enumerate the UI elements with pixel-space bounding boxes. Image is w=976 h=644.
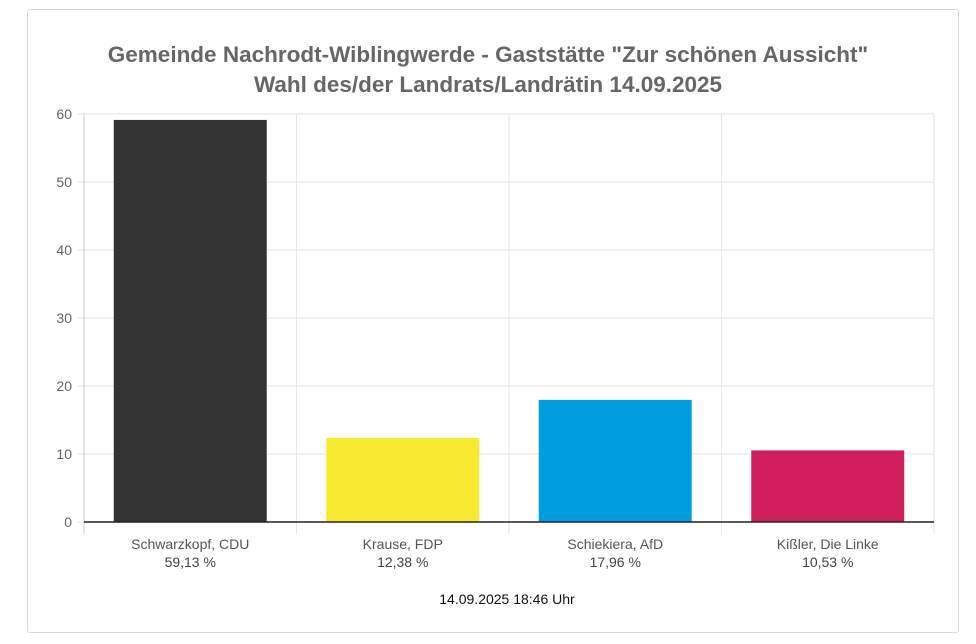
- x-value-label: 10,53 %: [802, 554, 853, 570]
- bar: [113, 119, 267, 522]
- chart-title-line-2: Wahl des/der Landrats/Landrätin 14.09.20…: [253, 72, 723, 97]
- y-tick-label: 40: [56, 242, 72, 258]
- chart-title: Gemeinde Nachrodt-Wiblingwerde - Gaststä…: [0, 40, 976, 100]
- x-value-label: 59,13 %: [165, 554, 216, 570]
- y-tick-label: 20: [56, 378, 72, 394]
- bar: [326, 437, 480, 522]
- y-tick-label: 50: [56, 174, 72, 190]
- y-tick-label: 10: [56, 446, 72, 462]
- x-category-label: Kißler, Die Linke: [777, 536, 879, 552]
- x-category-label: Krause, FDP: [363, 536, 443, 552]
- y-tick-label: 0: [64, 514, 72, 530]
- x-category-label: Schwarzkopf, CDU: [131, 536, 249, 552]
- bar: [538, 399, 692, 522]
- y-tick-label: 60: [56, 106, 72, 122]
- x-value-label: 12,38 %: [377, 554, 428, 570]
- chart-title-line-1: Gemeinde Nachrodt-Wiblingwerde - Gaststä…: [107, 42, 869, 67]
- bar: [751, 450, 905, 522]
- x-value-label: 17,96 %: [590, 554, 641, 570]
- y-tick-label: 30: [56, 310, 72, 326]
- timestamp: 14.09.2025 18:46 Uhr: [439, 591, 575, 607]
- x-category-label: Schiekiera, AfD: [567, 536, 663, 552]
